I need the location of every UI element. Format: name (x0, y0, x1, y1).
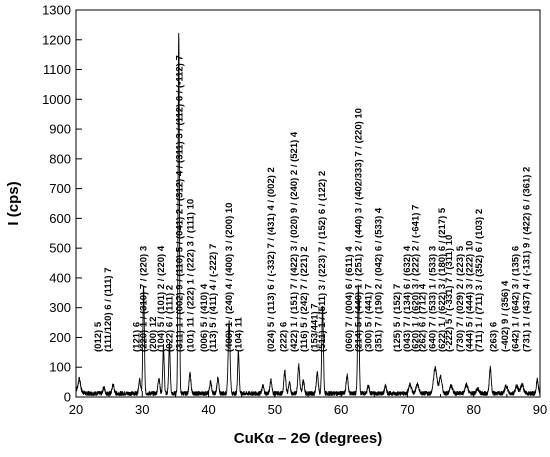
y-tick-label: 0 (64, 390, 71, 405)
peak-label: (-402) 9 / (356) 4 (500, 280, 511, 352)
peak-label: (022) 6 / (111) 2 (165, 285, 176, 352)
y-tick-label: 900 (49, 122, 71, 137)
x-axis: 20 30 40 50 60 70 80 90 (69, 391, 547, 417)
y-tick-label: 1300 (42, 3, 71, 18)
x-tick-label: 70 (400, 402, 414, 417)
peak-label: (043) 7 / (134) 6 / (632) 4 (402, 245, 413, 352)
y-axis-title: I (cps) (5, 181, 22, 225)
peak-label: (125) 5 / (152) 7 (392, 284, 403, 352)
peak-label: (101) 11 / (222) 1 / (222) 3 / (111) 10 (186, 199, 197, 352)
peak-label: (730) 7 / (029) 2 / (223) 5 (455, 245, 466, 352)
peak-label: (104) 11 (233, 316, 244, 352)
y-tick-label: 400 (49, 270, 71, 285)
x-axis-title: CuKα – 2Θ (degrees) (234, 430, 382, 447)
peak-label: (104) 5 / (101) 2 / (220) 4 (156, 245, 167, 352)
y-tick-label: 800 (49, 151, 71, 166)
y-tick-label: 1000 (42, 92, 71, 107)
peak-label: (-222) 5 / (-331) 7 / (311) 10 (444, 235, 455, 352)
y-tick-label: 1100 (43, 62, 71, 77)
peak-label: (024) 5 / (113) 6 / (-332) 7 / (431) 4 /… (266, 167, 277, 352)
peak-label: (200) 12 (148, 317, 159, 352)
x-tick-label: 90 (533, 402, 547, 417)
peak-label: (214) 5 / (440) 1 / (251) 2 / (440) 3 / … (353, 108, 364, 352)
peak-label: (153/441) 7 (310, 303, 321, 352)
peak-label: (351) 7 / (190) 2 / (042) 6 / (533) 4 (373, 207, 384, 352)
peak-label: (121) 6 (131, 322, 142, 352)
peak-label: (511) 1 / (511) 3 / (223) 7 / (152) 6 / … (317, 171, 328, 352)
peak-label: (300) 5 / (441) 7 (363, 284, 374, 352)
y-tick-label: 600 (49, 211, 71, 226)
y-tick-label: 300 (49, 300, 71, 315)
peak-label: (400) 1 / (240) 4 / (400) 3 / (200) 10 (224, 203, 235, 352)
peak-label: (060) 7 / (004) 6 / (611) 4 (344, 246, 355, 352)
y-tick-label: 200 (49, 330, 71, 345)
peak-label: (012) 5 (93, 321, 104, 352)
x-tick-label: 50 (268, 402, 282, 417)
peak-label: (116) 5 / (242) 7 / (221) 2 (299, 246, 310, 352)
y-tick-label: 700 (49, 181, 71, 196)
peak-label: (311) 1 / (002) 9 / (110) 5 / (041) 2 / … (174, 55, 185, 352)
peak-label: (422) 1 / (151) 7 / (422) 3 / (020) 9 / … (289, 131, 300, 352)
peak-label: (222) 6 (279, 322, 290, 352)
y-tick-label: 100 (49, 360, 71, 375)
peak-label: (220) 1 / (310) 7 / (220) 3 (139, 246, 150, 352)
peak-label: (113) 5 / (411) 4 / (-222) 7 (208, 244, 219, 352)
peak-label: (642) 1 / (642) 3 / (135) 6 (511, 246, 522, 352)
peak-label: (262) 6 / (712) 4 (418, 283, 429, 352)
peak-label: (111/120) 6 / (111) 7 (103, 267, 114, 352)
peak-annotations: (012) 5(111/120) 6 / (111) 7 (121) 6(220)… (93, 55, 533, 352)
diffraction-pattern (75, 32, 541, 396)
peak-label: (263) 6 (489, 322, 500, 352)
peak-label: (622) 1 / (622) 3 / (180) 6 / (217) 5 (437, 207, 448, 352)
x-tick-label: 80 (466, 402, 480, 417)
x-tick-label: 40 (201, 402, 215, 417)
peak-label: (640) 7 / (533) 1 / (533) 3 (428, 246, 439, 352)
x-tick-label: 30 (135, 402, 149, 417)
x-tick-label: 20 (69, 402, 83, 417)
peak-label: (006) 5 / (410) 4 (199, 283, 210, 352)
peak-label: (711) 1 / (711) 3 / (352) 6 / (103) 2 (474, 209, 485, 352)
peak-label: (444) 5 / (444) 3 / (222) 10 (465, 241, 476, 352)
y-tick-label: 500 (49, 241, 71, 256)
y-axis: 0 100 200 300 400 500 600 700 800 900 1000 1100 1200… (42, 3, 82, 405)
peak-label: (731) 1 / (437) 4 / (-131) 9 / (422) 6 /… (522, 167, 533, 352)
y-tick-label: 1200 (42, 32, 71, 47)
peak-label: (620) 1 / (620) 3 / (222) 2 / (-641) 7 (410, 205, 421, 352)
diffraction-line (75, 32, 541, 396)
x-tick-label: 60 (334, 402, 348, 417)
